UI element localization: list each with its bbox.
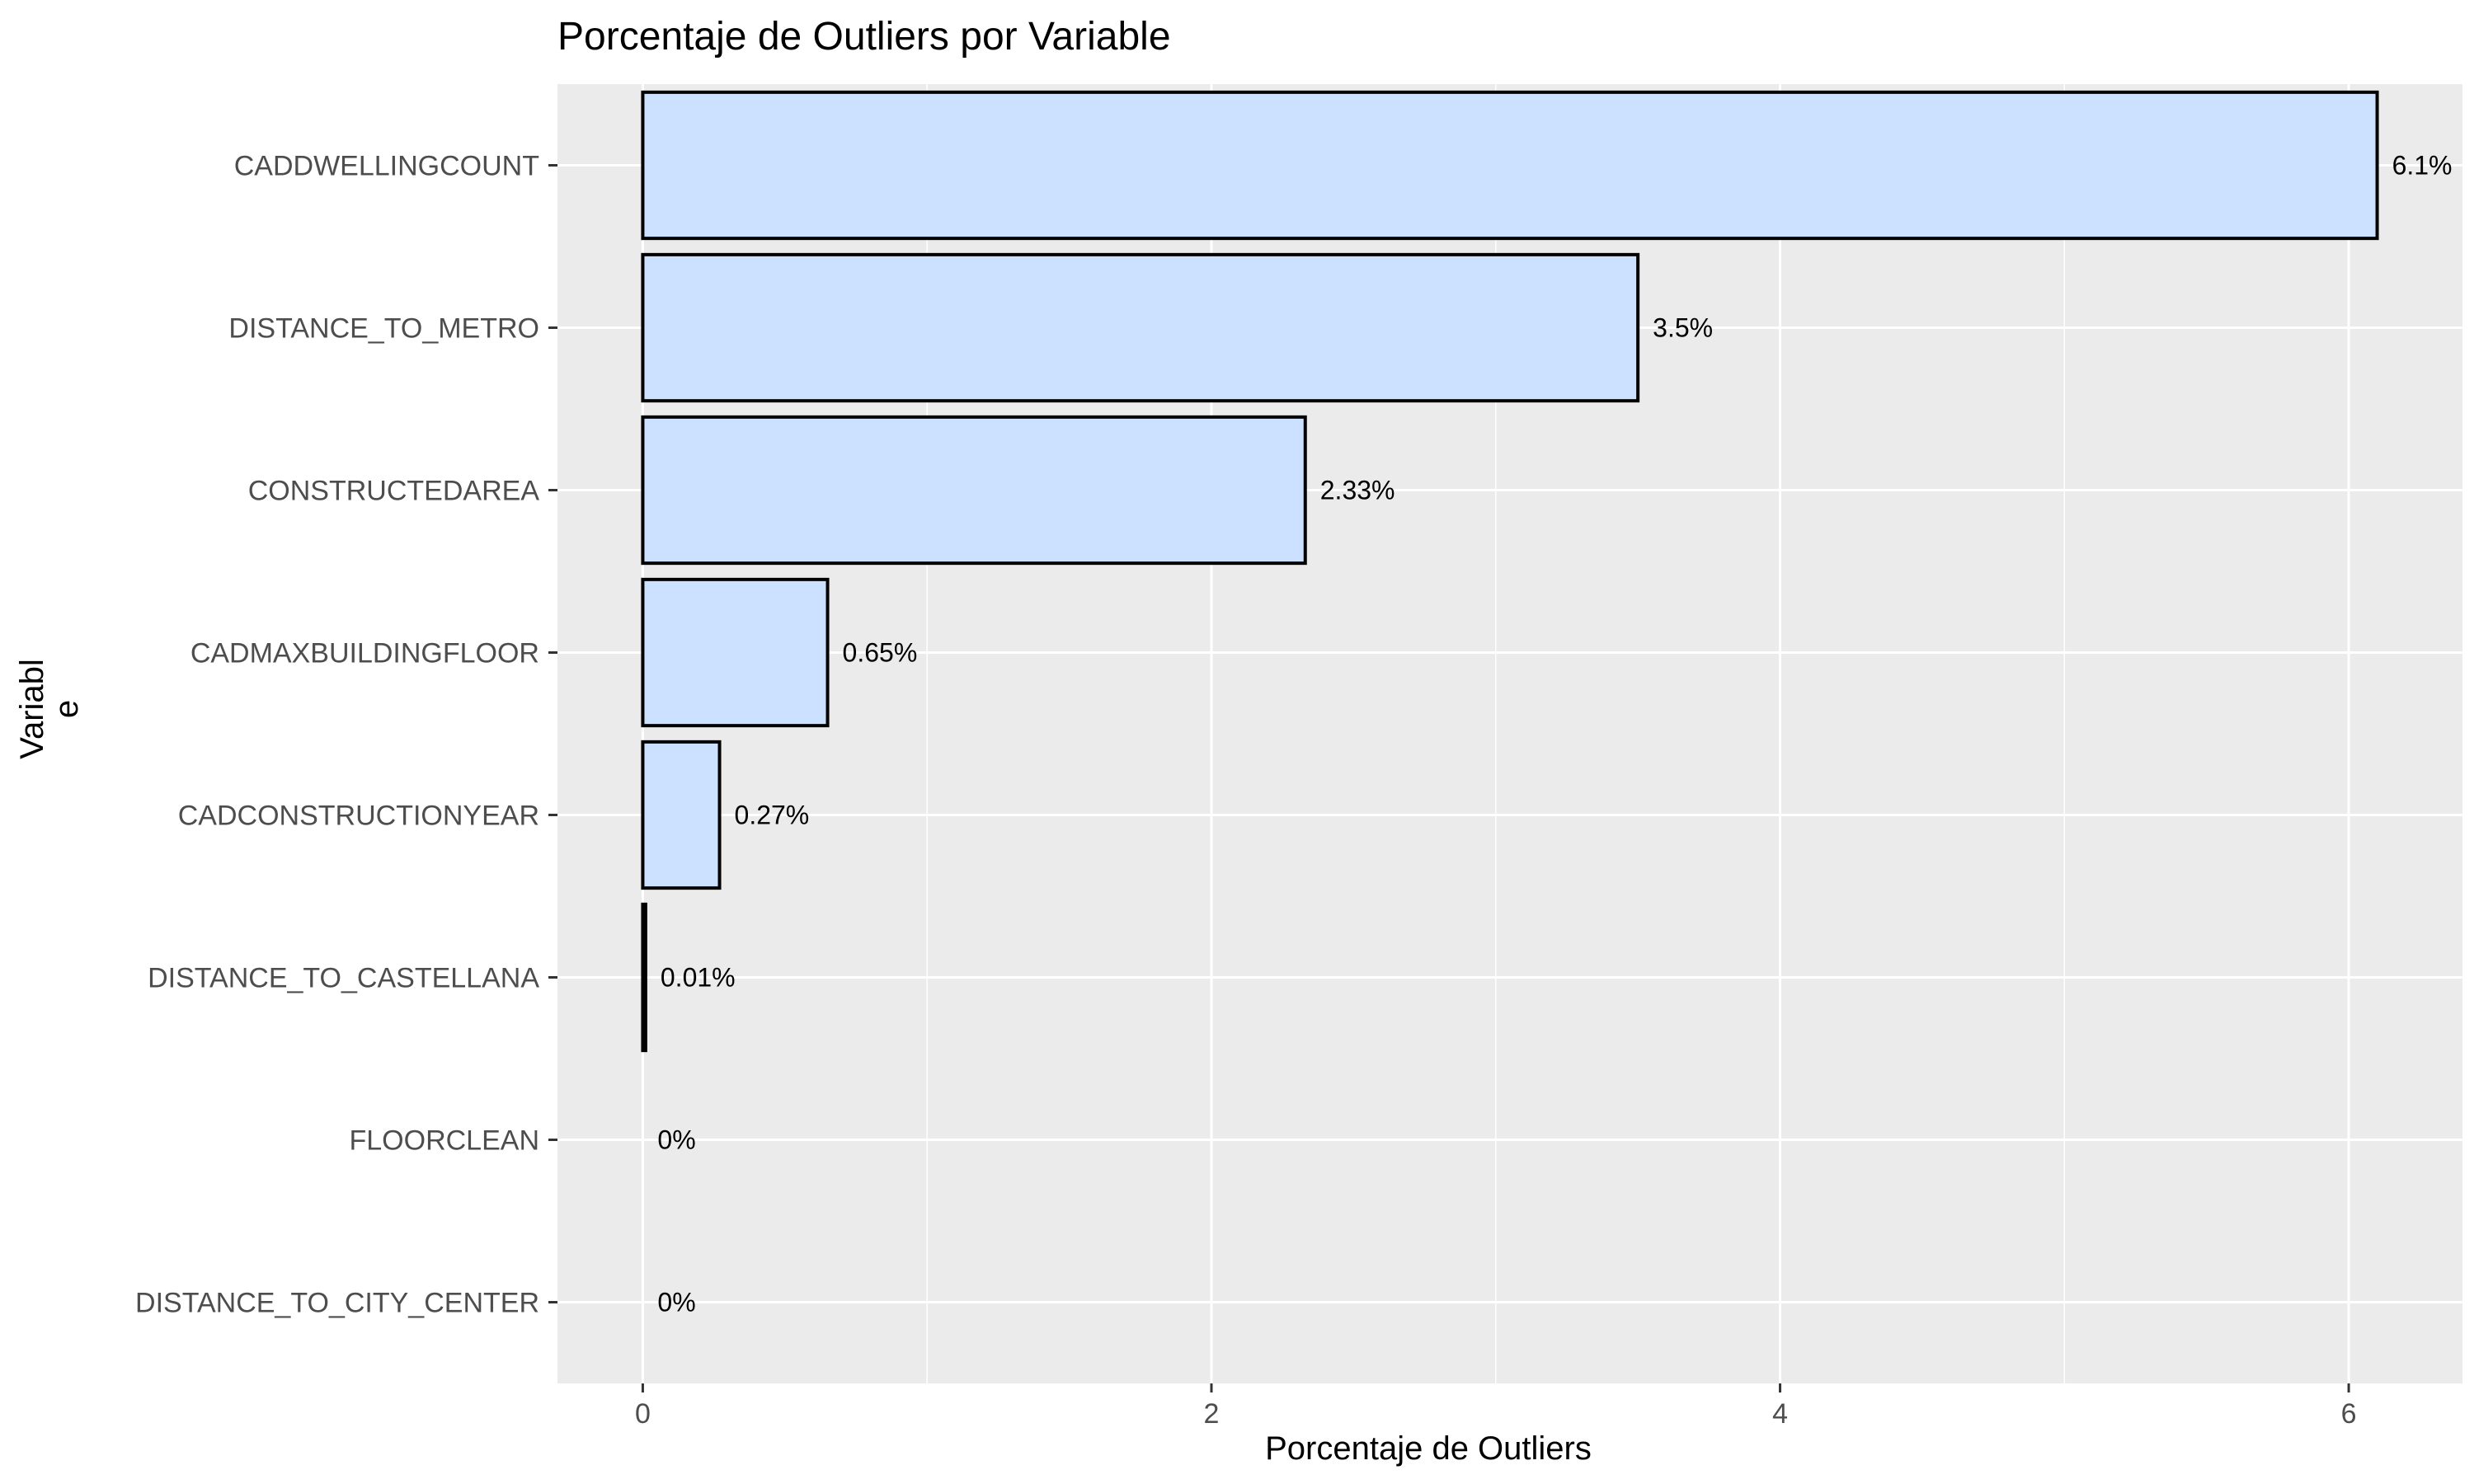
bar (641, 252, 1640, 403)
data-labels: 6.1% 3.5% 2.33% 0.65% 0.27% 0.01% 0% 0% (657, 151, 2452, 1317)
y-tick-label: CADDWELLINGCOUNT (234, 151, 539, 182)
data-label: 0% (657, 1288, 695, 1317)
bar (641, 902, 647, 1053)
data-label: 0.01% (661, 963, 736, 993)
y-axis-title-line-2: e (49, 700, 85, 718)
y-axis-title-line-1: Variabl (14, 659, 50, 759)
bar (641, 740, 722, 890)
y-axis-title: Variabl e (14, 659, 85, 759)
y-tick-label: CADMAXBUILDINGFLOOR (190, 638, 539, 669)
data-label: 0.27% (735, 801, 810, 830)
y-tick-label: DISTANCE_TO_CASTELLANA (148, 963, 539, 994)
x-tick-label: 2 (1204, 1398, 1220, 1430)
data-label: 0% (657, 1125, 695, 1155)
x-axis: 0 2 4 6 (635, 1383, 2357, 1430)
data-label: 2.33% (1320, 476, 1395, 505)
x-tick-label: 4 (1772, 1398, 1788, 1430)
y-tick-label: CADCONSTRUCTIONYEAR (178, 801, 539, 832)
y-tick-label: DISTANCE_TO_CITY_CENTER (135, 1288, 539, 1319)
y-axis: CADDWELLINGCOUNT DISTANCE_TO_METRO CONSTRU… (135, 151, 557, 1319)
bars (641, 90, 2379, 1053)
y-tick-label: FLOORCLEAN (350, 1125, 540, 1157)
x-tick-label: 0 (635, 1398, 651, 1430)
x-axis-title: Porcentaje de Outliers (1265, 1430, 1592, 1467)
data-label: 3.5% (1653, 313, 1713, 343)
bar (641, 90, 2379, 241)
chart-title: Porcentaje de Outliers por Variable (557, 15, 1171, 59)
data-label: 6.1% (2392, 151, 2453, 181)
bar (641, 415, 1307, 566)
y-tick-label: CONSTRUCTEDAREA (248, 476, 540, 507)
x-tick-label: 6 (2341, 1398, 2357, 1430)
y-tick-label: DISTANCE_TO_METRO (228, 313, 539, 345)
bar (641, 577, 830, 728)
data-label: 0.65% (843, 638, 918, 668)
